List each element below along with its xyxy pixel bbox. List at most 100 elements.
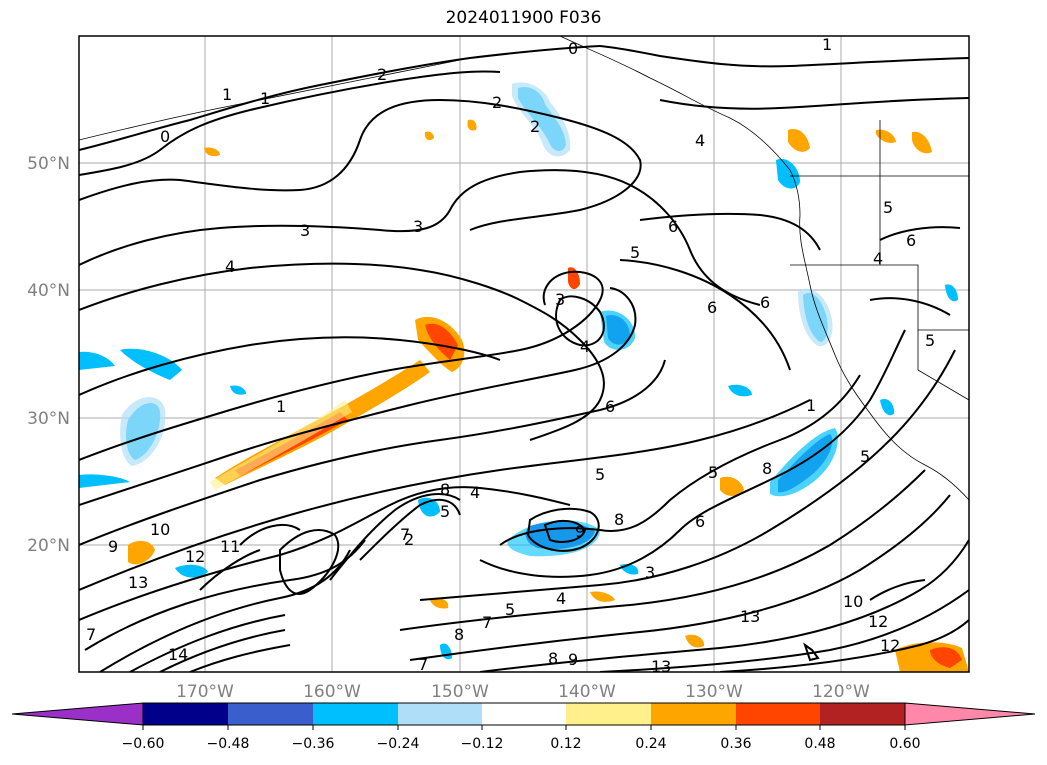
contour-line <box>199 549 261 591</box>
shade-lightblue-west <box>120 397 166 466</box>
lon-label-150w: 150°W <box>431 682 489 702</box>
contour-label: 0 <box>568 39 578 58</box>
contour-line <box>599 45 969 68</box>
lat-label-50n: 50°N <box>27 154 70 174</box>
contour-line <box>159 629 286 672</box>
contour-label: 5 <box>708 463 718 482</box>
contour-label: 1 <box>222 85 232 104</box>
shade-yellow-band <box>210 400 352 490</box>
shade-blue-west3 <box>79 351 115 370</box>
contour-label: 9 <box>575 522 585 541</box>
colorbar-segment <box>228 703 313 725</box>
contour-line <box>555 295 605 347</box>
contour-line <box>869 297 951 316</box>
shade-lightblue-south <box>507 520 600 557</box>
contour-line <box>619 259 791 371</box>
contour-label: 4 <box>556 589 566 608</box>
contour-line <box>399 469 926 631</box>
colorbar-tick-label: 0.48 <box>804 736 835 752</box>
contour-line <box>79 70 501 176</box>
map-frame <box>78 35 970 673</box>
contour-line <box>419 349 956 601</box>
contour-line <box>659 97 969 110</box>
contour-line <box>79 287 637 506</box>
shade-orange-ne2 <box>912 131 932 154</box>
shade-orange-sw <box>128 540 155 565</box>
contour-label: 5 <box>505 600 515 619</box>
aleutians <box>79 59 461 141</box>
contour-label: 10 <box>150 520 170 539</box>
colorbar-segment <box>651 703 736 725</box>
contour-line <box>189 644 291 672</box>
shade-blue-west2 <box>120 348 182 380</box>
shade-blue-small3 <box>230 385 246 395</box>
shading <box>79 82 969 672</box>
colorbar-segment <box>313 703 398 725</box>
colorbar: −0.60 −0.48 −0.36 −0.24 −0.12 0.12 0.24 … <box>11 702 1036 752</box>
colorbar-extend-left <box>11 702 144 726</box>
shade-blue-small8 <box>880 398 895 416</box>
shade-orange-small <box>425 131 434 141</box>
contour-label: 5 <box>440 502 450 521</box>
colorbar-tick-label: 0.12 <box>550 736 581 752</box>
lon-label-130w: 130°W <box>685 682 743 702</box>
contour-line <box>99 549 351 672</box>
shade-orange-ne <box>788 128 810 152</box>
contour-label: 1 <box>276 397 286 416</box>
contour-line <box>79 98 642 231</box>
contour-label: 9 <box>568 650 578 669</box>
contour-line <box>129 614 286 672</box>
contour-label: 8 <box>548 649 558 668</box>
colorbar-frame <box>142 702 906 726</box>
shade-blue-small7 <box>945 284 958 302</box>
colorbar-ticks <box>142 725 906 730</box>
contour-label: 2 <box>377 65 387 84</box>
contour-label: 4 <box>225 257 235 276</box>
colorbar-tick-label: −0.24 <box>377 736 420 752</box>
contour-label: 7 <box>400 525 410 544</box>
colorbar-tick-label: −0.12 <box>461 736 504 752</box>
contour-line <box>869 579 926 601</box>
contour-label: 6 <box>605 397 615 416</box>
lon-label-120w: 120°W <box>812 682 870 702</box>
contour-line <box>239 524 301 546</box>
alaska-coast <box>559 36 969 501</box>
contour-label: 14 <box>168 645 188 664</box>
contour-label: 4 <box>695 131 705 150</box>
state-border-2 <box>880 264 969 331</box>
contour-label: 6 <box>668 217 678 236</box>
colorbar-extend-right <box>904 702 1036 726</box>
contour-label: 2 <box>492 93 502 112</box>
contour-line <box>499 374 861 546</box>
shade-orange-small3 <box>204 147 220 157</box>
contour-line <box>719 619 969 672</box>
colorbar-tick-label: −0.60 <box>122 736 165 752</box>
lon-label-140w: 140°W <box>558 682 616 702</box>
contour-label: 8 <box>454 625 464 644</box>
contour-line <box>79 336 501 396</box>
contour-label: 6 <box>695 512 705 531</box>
contour-line <box>879 226 961 241</box>
contour-label: 8 <box>762 459 772 478</box>
lat-label-30n: 30°N <box>27 409 70 429</box>
contour-label: 3 <box>555 290 565 309</box>
contour-label: 9 <box>108 537 118 556</box>
shade-orange-small6 <box>685 634 705 648</box>
contour-label: 7 <box>482 613 492 632</box>
contour-label: 3 <box>413 217 423 236</box>
colorbar-tick-label: −0.48 <box>207 736 250 752</box>
contour-label: 12 <box>880 636 900 655</box>
map-area <box>79 36 969 672</box>
contour-line <box>479 329 906 578</box>
contour-line <box>599 589 969 672</box>
contour-label: 3 <box>645 563 655 582</box>
shade-orange-small2 <box>467 119 477 131</box>
contours <box>79 45 969 672</box>
colorbar-tick-label: 0.60 <box>889 736 920 752</box>
contour-label: 6 <box>906 231 916 250</box>
contour-label: 7 <box>418 655 428 674</box>
shade-lightblue-central <box>600 310 636 350</box>
contour-line <box>79 270 604 461</box>
colorbar-tick-label: 0.24 <box>635 736 666 752</box>
contour-label: 10 <box>843 592 863 611</box>
